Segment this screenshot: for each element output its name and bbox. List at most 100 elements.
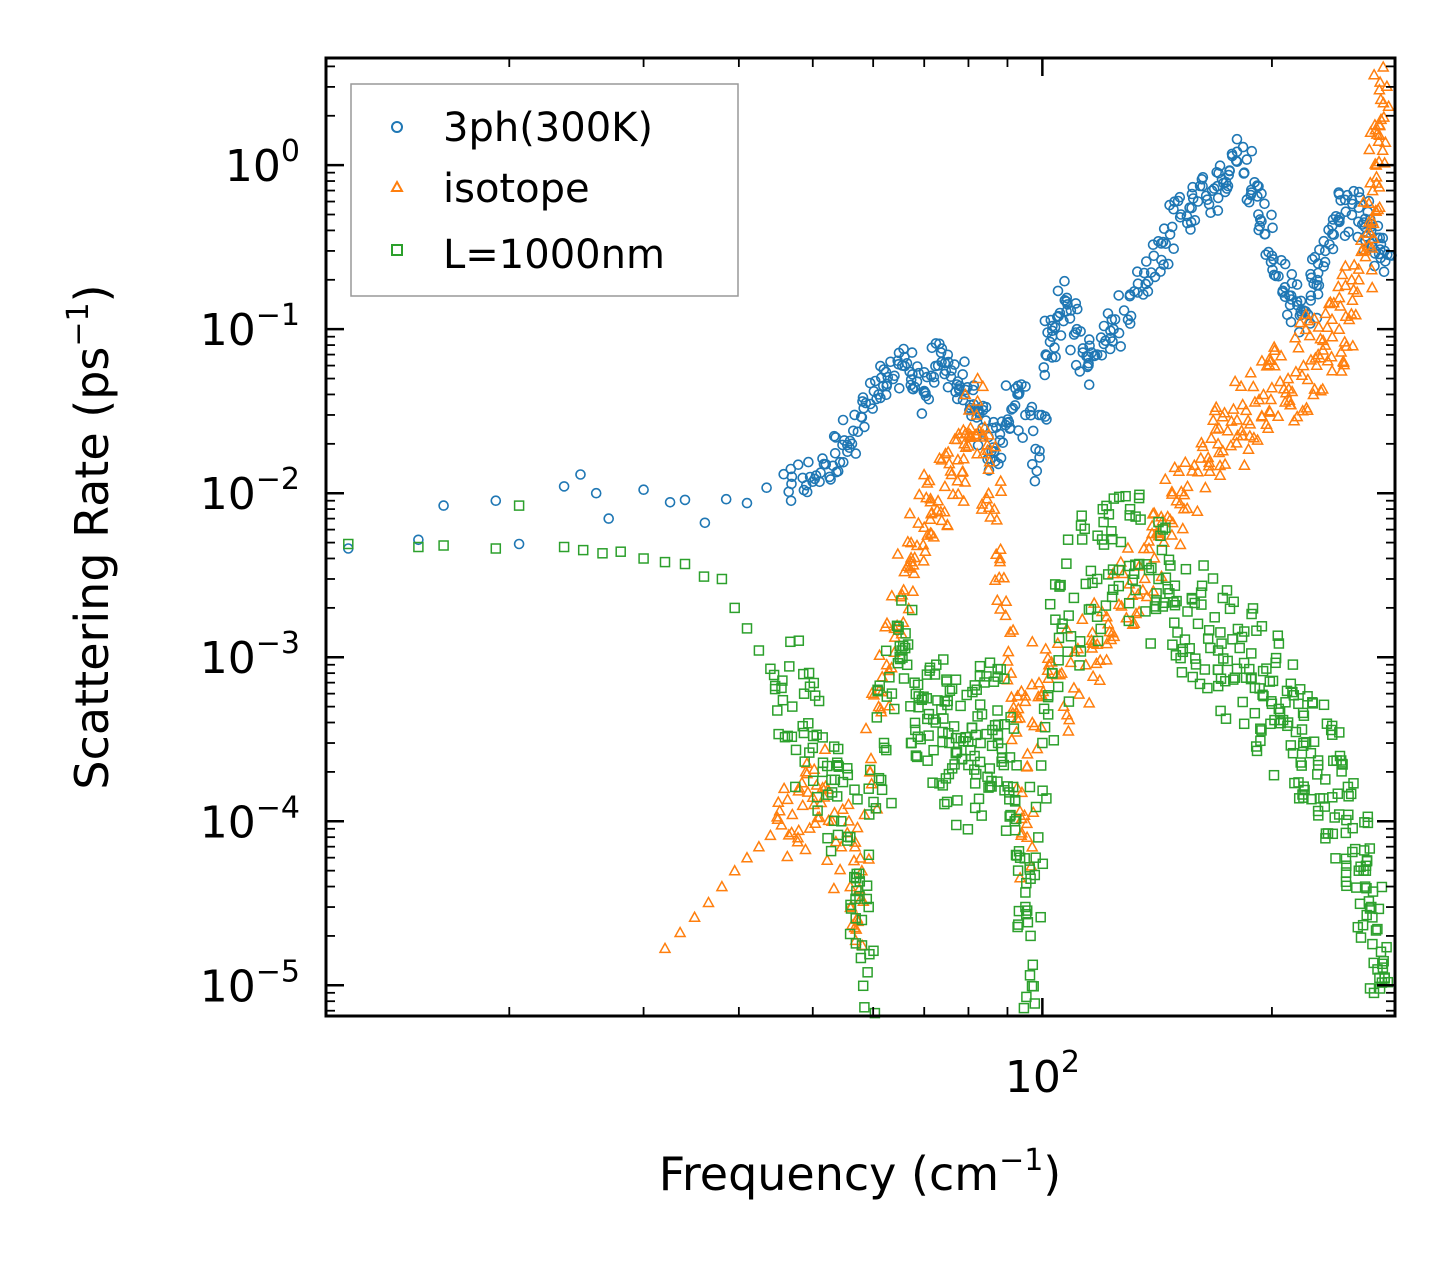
triangle-point — [849, 933, 862, 946]
triangle-point — [835, 840, 848, 852]
circle-point — [1224, 165, 1235, 176]
triangle-point — [1334, 299, 1347, 311]
square-point — [881, 744, 892, 756]
square-point — [1021, 905, 1033, 916]
square-point — [513, 500, 525, 511]
circle-point — [1007, 402, 1019, 414]
circle-point — [880, 366, 892, 378]
square-point — [1169, 580, 1181, 591]
triangle-point — [941, 445, 955, 457]
square-point — [1363, 896, 1375, 907]
triangle-point — [1369, 204, 1382, 216]
square-point — [1043, 690, 1054, 701]
circle-point — [1241, 154, 1253, 165]
square-point — [1172, 627, 1183, 638]
triangle-point — [1261, 421, 1275, 434]
square-point — [1167, 639, 1178, 650]
circle-point — [1259, 198, 1270, 210]
triangle-point — [1335, 364, 1348, 376]
triangle-point — [1347, 283, 1360, 295]
triangle-point — [796, 798, 809, 811]
circle-point — [828, 430, 840, 442]
square-point — [1022, 916, 1034, 928]
square-point — [932, 695, 943, 706]
square-point — [924, 665, 935, 676]
triangle-point — [1165, 487, 1179, 499]
triangle-point — [988, 573, 1002, 585]
square-point — [941, 796, 953, 808]
square-point — [1052, 681, 1064, 693]
circle-point — [1089, 350, 1100, 362]
triangle-point — [1307, 311, 1321, 324]
square-point — [984, 657, 996, 668]
square-point — [863, 783, 874, 794]
square-point — [992, 730, 1004, 741]
square-point — [928, 744, 939, 756]
circle-point — [1113, 290, 1124, 301]
square-point — [850, 913, 861, 924]
circle-point — [1378, 266, 1390, 278]
triangle-point — [917, 468, 931, 480]
triangle-point — [1345, 307, 1358, 319]
square-point — [975, 737, 986, 749]
triangle-point — [1072, 687, 1086, 699]
triangle-point — [1142, 534, 1156, 546]
circle-point — [869, 375, 881, 387]
square-point — [1165, 560, 1176, 571]
square-point — [817, 757, 829, 768]
circle-point — [928, 371, 940, 383]
triangle-point — [781, 792, 794, 805]
triangle-point — [993, 551, 1007, 564]
triangle-point — [982, 462, 995, 474]
circle-point — [1061, 292, 1073, 304]
square-point — [974, 670, 986, 682]
triangle-point — [1264, 392, 1278, 405]
circle-point — [1335, 195, 1346, 206]
square-point — [1171, 595, 1182, 607]
circle-point — [1174, 212, 1186, 223]
y-tick-label: 10−3 — [200, 626, 300, 684]
triangle-point — [1373, 75, 1387, 87]
square-point — [1055, 579, 1066, 591]
square-point — [1091, 611, 1103, 622]
square-point — [1347, 846, 1358, 858]
square-point — [1268, 769, 1280, 781]
circle-point — [1149, 271, 1161, 283]
square-point — [1319, 801, 1331, 812]
square-point — [1361, 909, 1372, 921]
triangle-point — [1364, 226, 1377, 239]
circle-point — [1197, 172, 1209, 183]
square-point — [1083, 604, 1095, 615]
circle-point — [1118, 305, 1130, 316]
circle-point — [664, 496, 676, 508]
circle-point — [849, 409, 860, 421]
triangle-point — [1196, 439, 1210, 452]
triangle-point — [1268, 359, 1281, 371]
square-point — [952, 795, 963, 806]
square-point — [1275, 717, 1286, 729]
triangle-point — [885, 589, 899, 601]
circle-point — [960, 384, 971, 396]
square-point — [777, 694, 789, 706]
triangle-point — [959, 426, 972, 438]
square-point — [943, 768, 955, 780]
triangle-point — [785, 825, 798, 838]
triangle-point — [903, 507, 917, 519]
triangle-point — [946, 487, 960, 500]
circle-point — [1268, 254, 1279, 265]
triangle-point — [1368, 118, 1382, 130]
circle-point — [1313, 280, 1325, 291]
circle-point — [1049, 342, 1060, 353]
circle-point — [1158, 259, 1169, 271]
triangle-point — [1248, 395, 1262, 407]
square-point — [927, 777, 938, 788]
triangle-point — [1216, 444, 1230, 456]
square-point — [1074, 660, 1085, 671]
square-point — [1273, 703, 1285, 715]
triangle-point — [1159, 472, 1172, 484]
square-point — [698, 571, 710, 582]
triangle-point — [1165, 485, 1179, 497]
square-point — [1325, 724, 1337, 736]
square-point — [729, 602, 740, 614]
square-point — [1280, 697, 1291, 708]
